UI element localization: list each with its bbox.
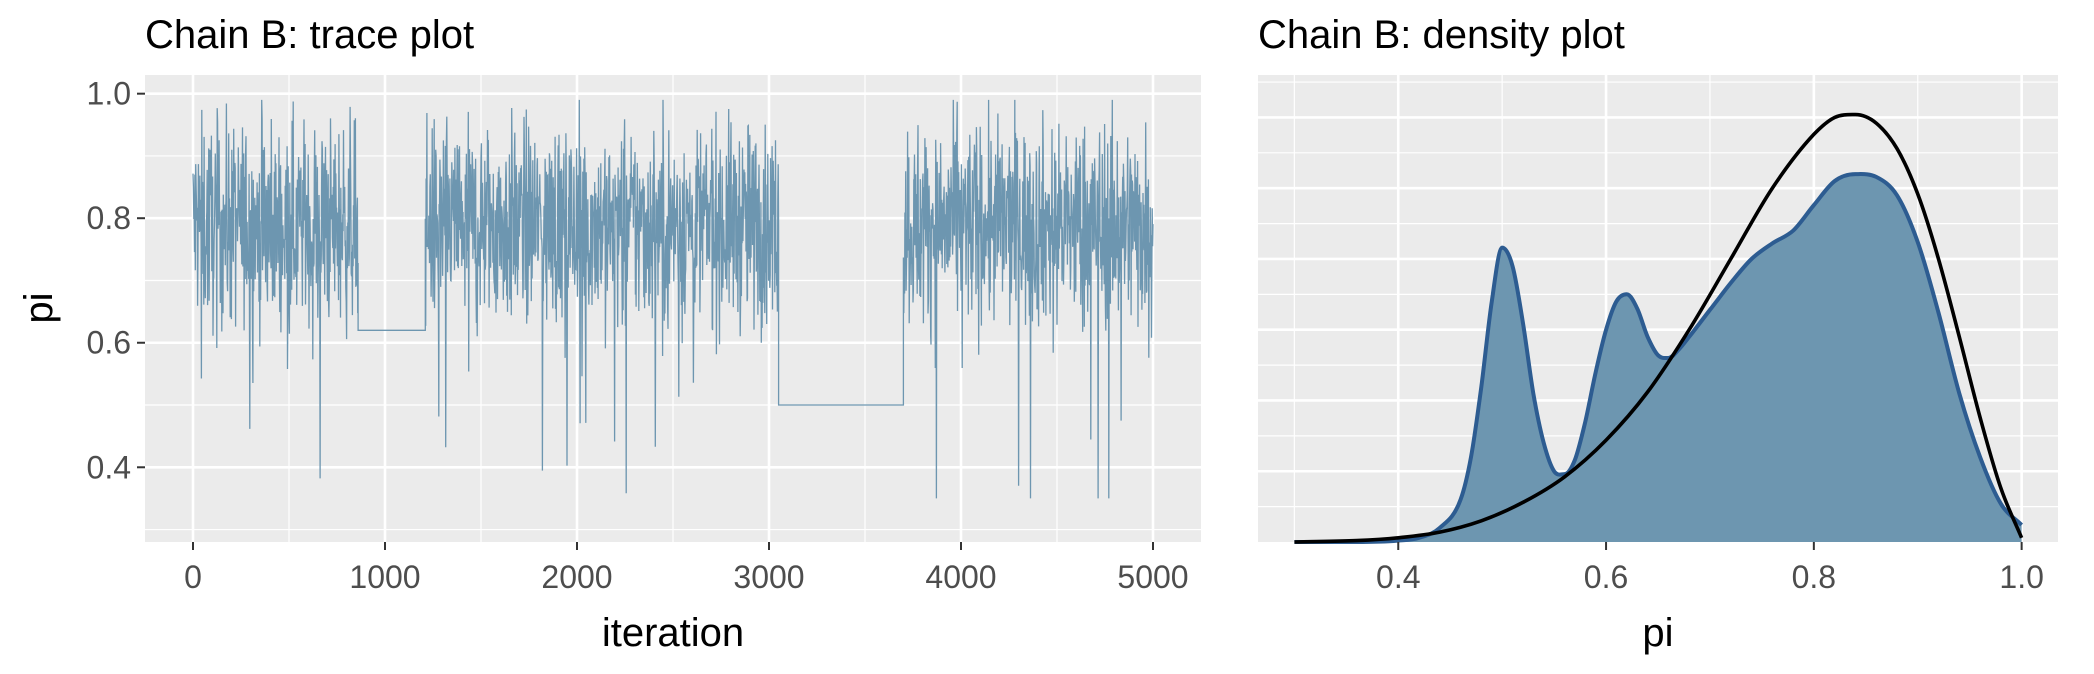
density-plot-title: Chain B: density plot [1258,13,1625,57]
trace-plot-panel: Chain B: trace plot 0.4 0.6 0.8 1.0 0 1000 20… [17,13,1201,655]
trace-y-tick-label: 0.4 [87,449,131,485]
trace-x-axis: 0 1000 2000 3000 4000 5000 [184,542,1189,595]
trace-series [192,99,1154,499]
trace-y-axis-title: pi [17,292,61,323]
density-area-outline [1294,172,2024,544]
trace-x-tick-label: 2000 [541,559,612,595]
density-plot-panel: Chain B: density plot 0.4 0.6 0.8 1.0 pi [1258,13,2058,655]
trace-x-tick-label: 1000 [349,559,420,595]
trace-y-tick-label: 0.6 [87,325,131,361]
density-x-tick-label: 1.0 [1999,559,2043,595]
trace-x-tick-label: 5000 [1117,559,1188,595]
reference-density-line [1294,112,2024,544]
trace-x-axis-title: iteration [602,611,744,655]
trace-plot-title: Chain B: trace plot [145,13,474,57]
trace-y-tick-label: 0.8 [87,200,131,236]
density-series [1294,112,2024,544]
density-x-axis-title: pi [1642,611,1673,655]
trace-plot-grid [145,75,1201,542]
trace-y-tick-label: 1.0 [87,76,131,112]
density-x-axis: 0.4 0.6 0.8 1.0 [1376,542,2044,595]
trace-x-tick-label: 3000 [733,559,804,595]
density-x-tick-label: 0.8 [1792,559,1836,595]
trace-y-axis: 0.4 0.6 0.8 1.0 [87,76,145,485]
density-x-tick-label: 0.6 [1584,559,1628,595]
density-area-fill [1294,174,2022,543]
trace-x-tick-label: 4000 [925,559,996,595]
density-x-tick-label: 0.4 [1376,559,1420,595]
trace-line [192,99,1154,499]
trace-x-tick-label: 0 [184,559,202,595]
